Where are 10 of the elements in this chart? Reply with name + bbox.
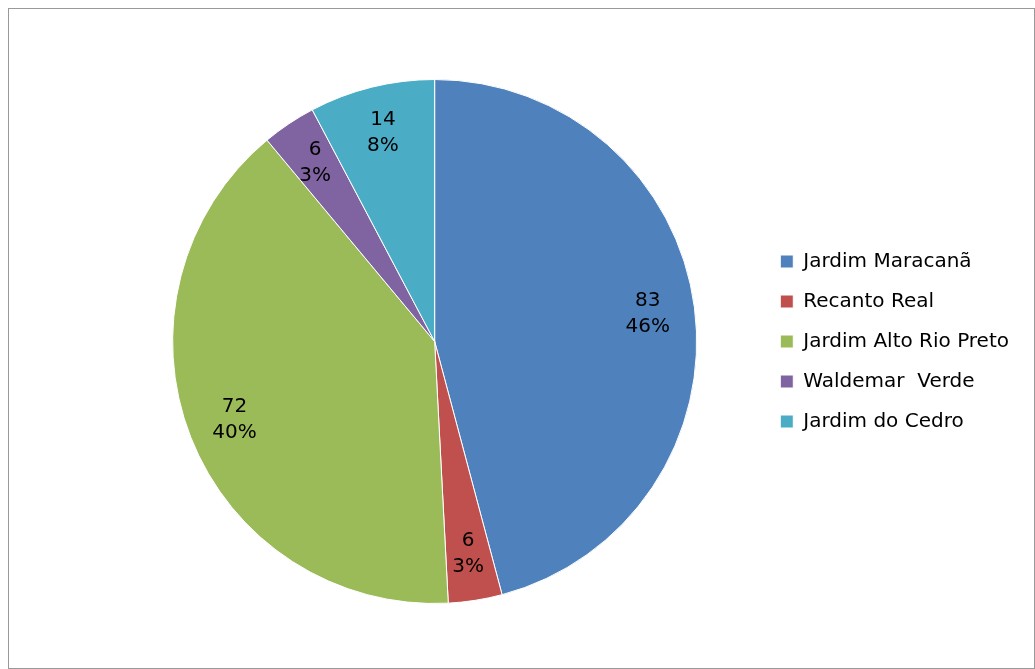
legend-label: Waldemar Verde [803, 367, 975, 392]
data-label: 6 3% [299, 136, 331, 187]
legend-label: Jardim Maracanã [801, 247, 972, 272]
data-label: 14 8% [367, 106, 399, 157]
data-label: 72 40% [212, 393, 257, 444]
data-label: 83 46% [625, 286, 670, 337]
legend-label: Jardim Alto Rio Preto [801, 327, 1010, 352]
data-label: 6 3% [452, 526, 484, 577]
legend-label: Recanto Real [803, 287, 935, 312]
legend-label: Jardim do Cedro [801, 407, 964, 432]
